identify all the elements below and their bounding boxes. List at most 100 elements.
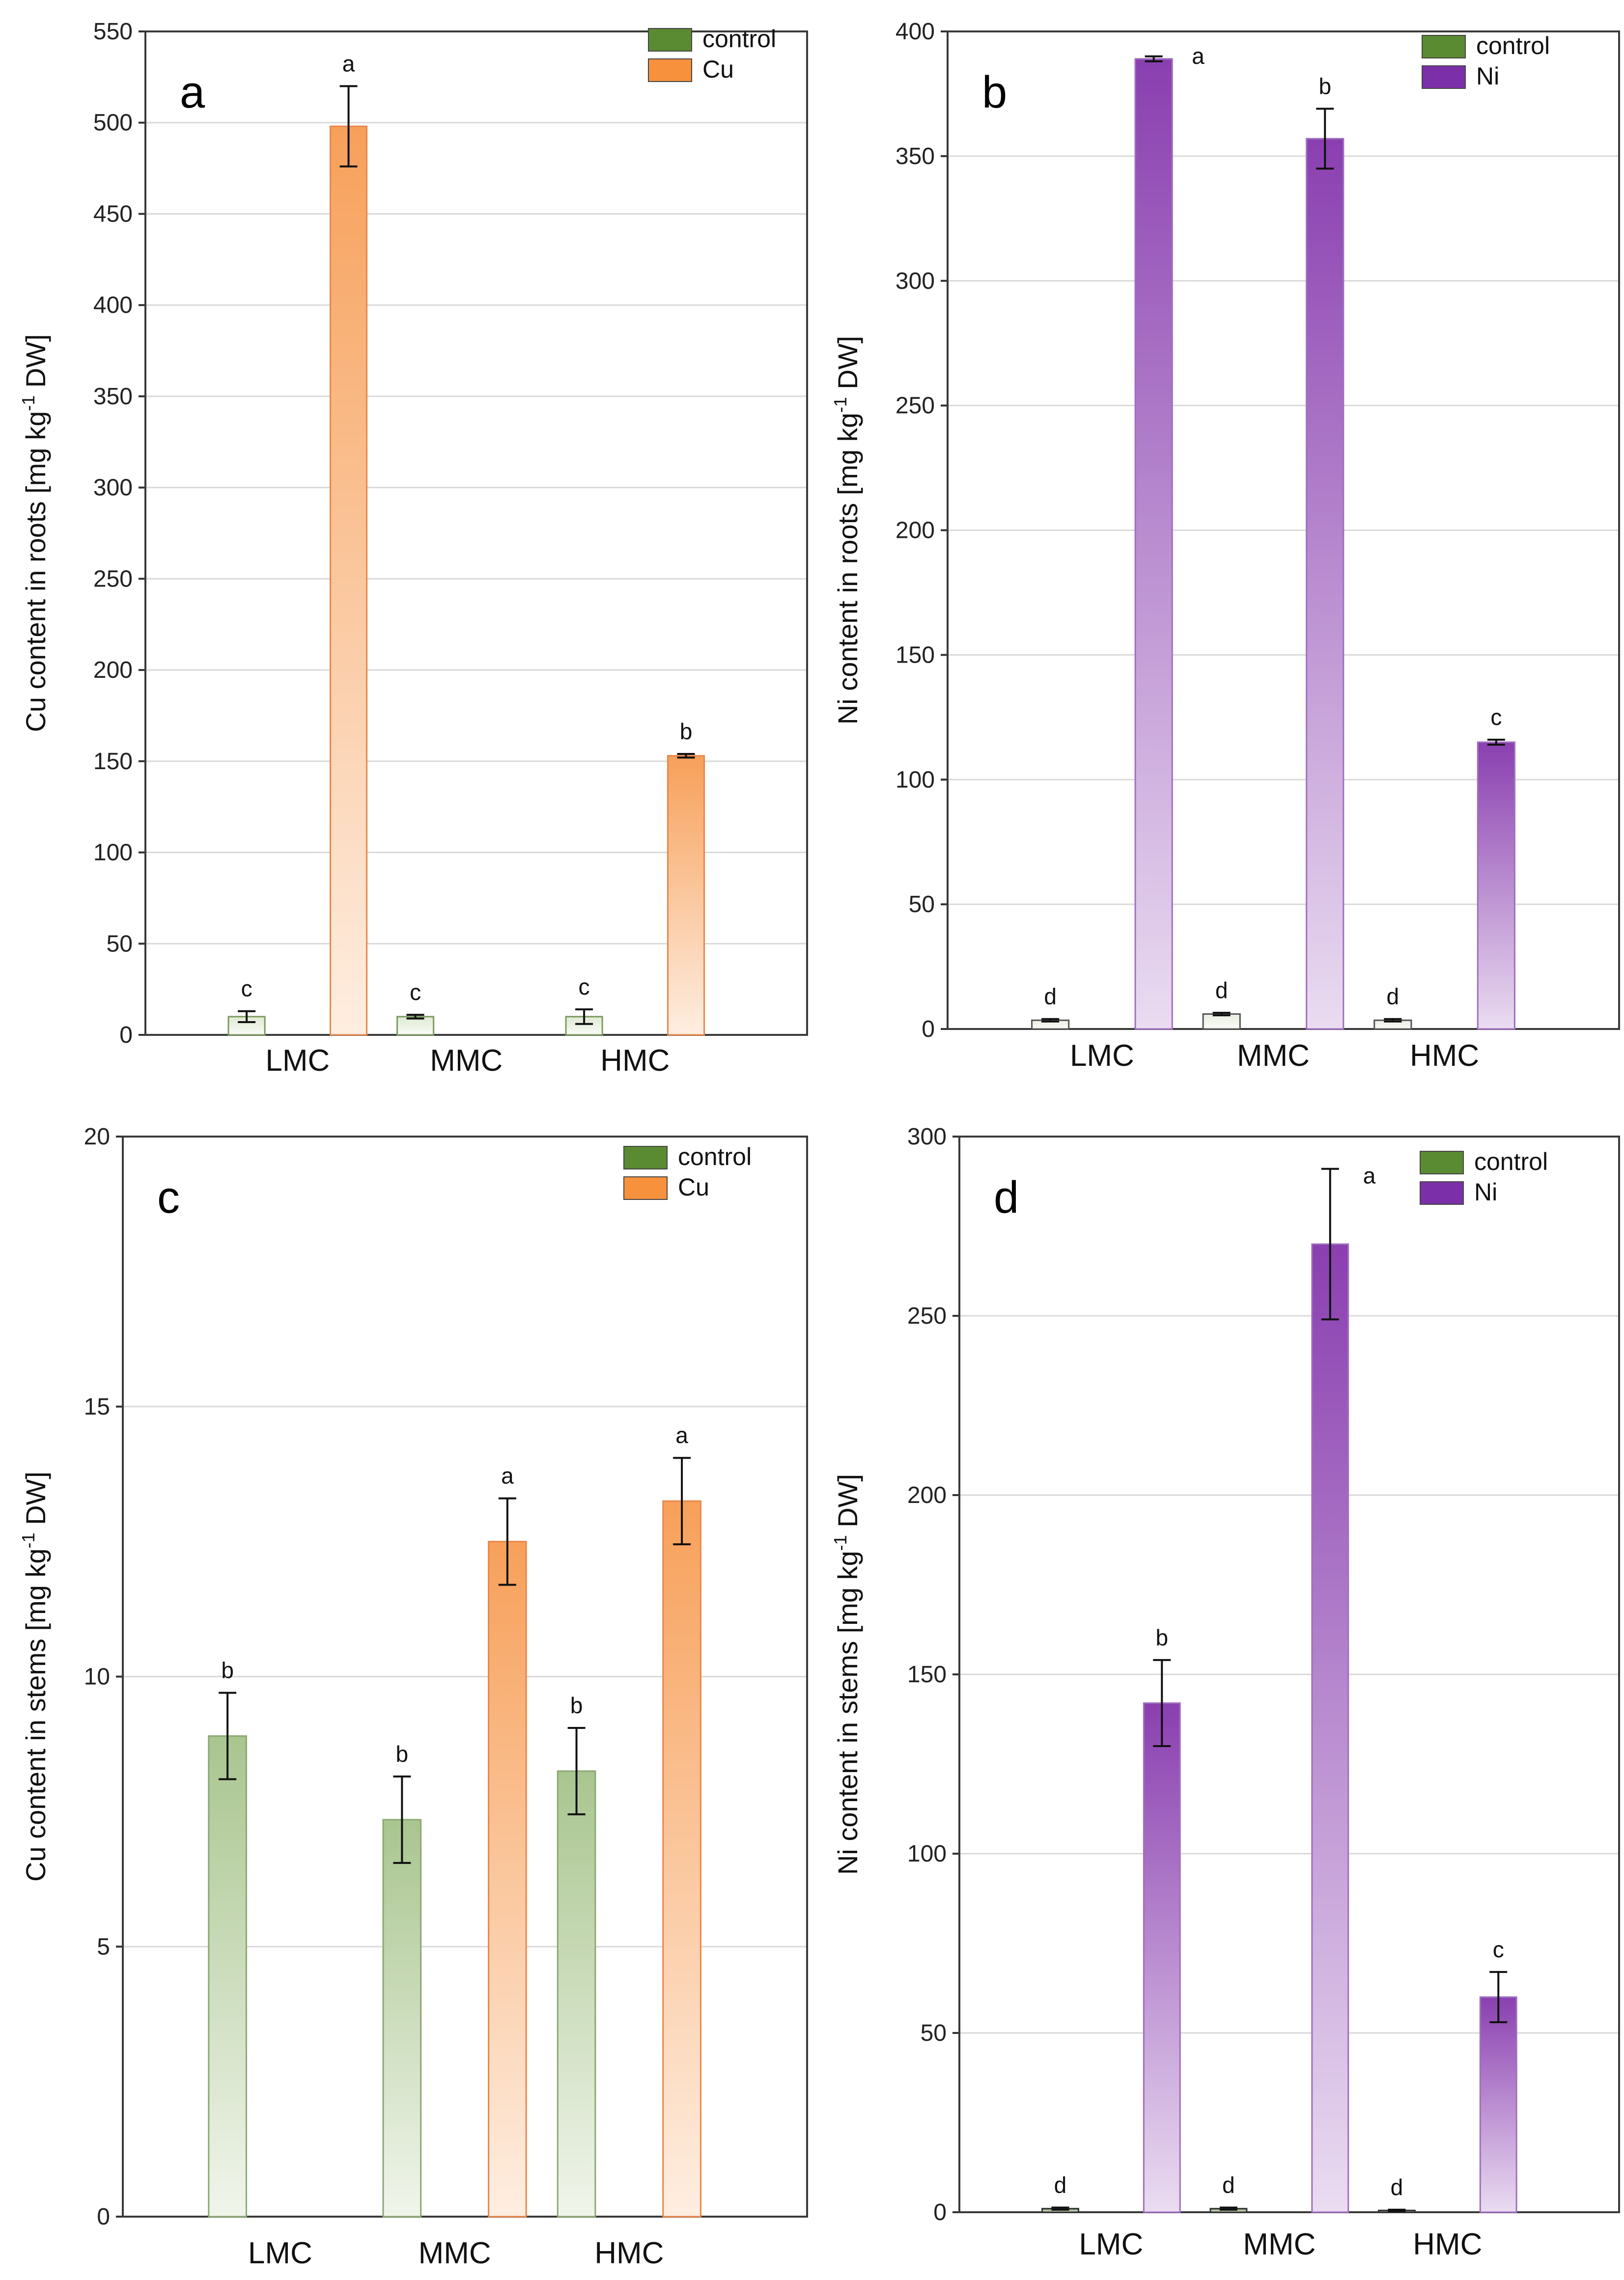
- y-tick-label: 300: [93, 475, 133, 501]
- x-category-label: HMC: [594, 2236, 664, 2270]
- significance-label: a: [1192, 43, 1204, 69]
- bar-Cu-MMC: [488, 1541, 527, 2218]
- x-category-label: LMC: [265, 1044, 330, 1078]
- y-axis-title-part: Ni content in roots [mg kg: [832, 413, 863, 724]
- y-tick-label: 200: [93, 657, 133, 683]
- legend-label-Ni: Ni: [1476, 62, 1499, 90]
- plot-frame: [947, 30, 1620, 1030]
- bar-control-LMC: [208, 1735, 247, 2218]
- bar-Ni-HMC: [1477, 741, 1515, 1030]
- legend-label-Cu: Cu: [678, 1173, 709, 1201]
- y-axis-title-part: DW]: [20, 1472, 51, 1532]
- bar-control-HMC: [557, 1770, 596, 2218]
- significance-label: b: [1156, 1625, 1169, 1650]
- legend-swatch-Cu: [623, 1176, 668, 1200]
- bar-Cu-HMC: [662, 1500, 701, 2218]
- chart-panel-a: 0 50 100 150 200 250 300 350 400 450 500 550 Cu cont…: [0, 0, 812, 1100]
- plot-frame: [958, 1136, 1620, 2213]
- y-tick-label: 100: [896, 767, 935, 793]
- bar-Ni-LMC: [1143, 1702, 1181, 2213]
- significance-label: b: [221, 1657, 234, 1683]
- chart-b-svg: 0 50 100 150 200 250 300 350 400 Ni content in ro…: [830, 19, 1620, 1073]
- chart-panel-b: 0 50 100 150 200 250 300 350 400 Ni content in ro…: [812, 0, 1624, 1100]
- y-axis-title-part: DW]: [20, 334, 51, 395]
- x-category-label: MMC: [430, 1044, 503, 1078]
- y-tick-label: 450: [93, 201, 133, 227]
- significance-label: b: [570, 1693, 583, 1718]
- bar-Cu-LMC: [329, 125, 368, 1036]
- chart-panel-d: 0 50 100 150 200 250 300 Ni content in stems [m…: [812, 1100, 1624, 2280]
- y-tick-label: 400: [93, 292, 133, 318]
- significance-label: d: [1044, 984, 1057, 1009]
- y-axis-title-part: Cu content in stems [mg kg: [20, 1548, 51, 1882]
- significance-label: c: [579, 974, 590, 1000]
- y-tick-label: 0: [933, 2199, 947, 2225]
- plot-frame: [122, 1136, 808, 2218]
- y-tick-label: 250: [896, 393, 935, 419]
- x-category-label: MMC: [1243, 2227, 1316, 2261]
- x-category-label: MMC: [1237, 1039, 1310, 1073]
- y-tick-label: 300: [896, 268, 935, 294]
- y-tick-label: 100: [93, 840, 133, 866]
- bar-Ni-MMC: [1306, 138, 1344, 1030]
- legend-label-control: control: [702, 25, 776, 53]
- significance-label: c: [241, 976, 252, 1001]
- y-tick-label: 250: [907, 1303, 947, 1329]
- significance-label: a: [1363, 1163, 1376, 1189]
- y-tick-label: 5: [97, 1934, 110, 1960]
- y-tick-label: 400: [896, 19, 935, 45]
- significance-label: a: [342, 51, 355, 76]
- x-category-label: HMC: [1413, 2227, 1482, 2261]
- x-category-label: LMC: [1070, 1039, 1134, 1073]
- legend-label-control: control: [678, 1143, 752, 1170]
- legend-label-control: control: [1474, 1148, 1548, 1175]
- bar-Ni-LMC: [1134, 58, 1173, 1030]
- bar-control-MMC: [1202, 1013, 1241, 1030]
- x-category-label: LMC: [1079, 2227, 1143, 2261]
- y-tick-label: 20: [84, 1124, 110, 1150]
- x-category-label: HMC: [1410, 1039, 1479, 1073]
- y-tick-label: 200: [896, 518, 935, 544]
- significance-label: a: [501, 1463, 514, 1489]
- y-tick-label: 0: [119, 1022, 133, 1048]
- significance-label: c: [410, 979, 421, 1005]
- y-tick-label: 150: [896, 642, 935, 668]
- x-category-label: HMC: [600, 1044, 670, 1078]
- y-tick-label: 250: [93, 566, 133, 592]
- y-axis-title-part: DW]: [832, 1474, 863, 1535]
- y-axis-title-sup: -1: [830, 397, 850, 413]
- chart-d-svg: 0 50 100 150 200 250 300 Ni content in stems [m…: [830, 1124, 1620, 2261]
- chart-panel-c: 0 5 10 15 20 Cu content in stems [mg kg-1 DW]…: [0, 1100, 812, 2280]
- bar-control-MMC: [396, 1016, 435, 1036]
- significance-label: d: [1222, 2172, 1235, 2198]
- significance-label: a: [675, 1422, 688, 1448]
- y-tick-label: 300: [907, 1124, 947, 1150]
- panel-letter: d: [994, 1172, 1019, 1223]
- legend-label-control: control: [1476, 32, 1550, 59]
- significance-label: b: [396, 1741, 409, 1767]
- significance-label: d: [1054, 2172, 1067, 2198]
- y-axis-title-part: Cu content in roots [mg kg: [20, 411, 51, 732]
- y-tick-label: 100: [907, 1841, 947, 1867]
- legend-swatch-control: [1420, 1151, 1464, 1174]
- legend-swatch-Ni: [1420, 1181, 1464, 1205]
- significance-label: b: [1318, 73, 1331, 99]
- y-tick-label: 550: [93, 19, 133, 45]
- legend-swatch-Ni: [1422, 65, 1466, 89]
- chart-a-svg: 0 50 100 150 200 250 300 350 400 450 500 550 Cu cont…: [18, 19, 808, 1078]
- y-tick-label: 50: [909, 891, 935, 918]
- significance-label: b: [680, 719, 693, 744]
- y-tick-label: 200: [907, 1482, 947, 1508]
- legend-label-Cu: Cu: [702, 56, 734, 83]
- panel-letter: a: [180, 67, 205, 117]
- y-tick-label: 350: [93, 384, 133, 410]
- y-tick-label: 350: [896, 143, 935, 169]
- significance-label: d: [1215, 977, 1228, 1003]
- y-tick-label: 15: [84, 1394, 110, 1420]
- bar-Cu-HMC: [667, 755, 705, 1036]
- y-axis-title-part: Ni content in stems [mg kg: [832, 1551, 863, 1875]
- x-category-label: LMC: [248, 2236, 312, 2270]
- bar-control-MMC: [382, 1819, 422, 2218]
- y-axis-title-part: DW]: [832, 336, 863, 397]
- legend-swatch-Cu: [648, 58, 692, 82]
